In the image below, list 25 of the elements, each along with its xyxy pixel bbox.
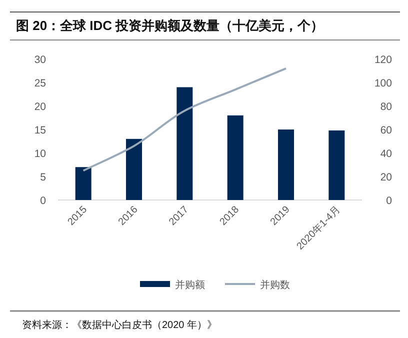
y-tick-label: 5 <box>40 172 46 184</box>
y2-tick-label: 60 <box>380 124 392 136</box>
y-tick-label: 0 <box>40 195 46 207</box>
bar <box>75 167 92 200</box>
bar <box>278 130 294 200</box>
y-tick-label: 15 <box>34 124 46 136</box>
bar <box>328 130 345 200</box>
bar <box>126 138 142 200</box>
bar <box>176 87 193 200</box>
y-tick-label: 25 <box>34 78 46 90</box>
legend-label: 并购数 <box>260 279 290 291</box>
y-tick-label: 10 <box>34 148 46 160</box>
legend-label: 并购额 <box>175 279 205 291</box>
y-tick-label: 20 <box>34 101 46 113</box>
y2-tick-label: 80 <box>380 101 392 113</box>
line-series <box>82 67 287 172</box>
y2-tick-label: 40 <box>380 148 392 160</box>
y2-tick-label: 120 <box>374 54 392 66</box>
bar <box>227 115 244 200</box>
y2-tick-label: 100 <box>374 78 392 90</box>
y-tick-label: 30 <box>34 54 46 66</box>
y2-tick-label: 0 <box>386 195 392 207</box>
chart-title: 图 20：全球 IDC 投资并购额及数量（十亿美元，个） <box>16 18 324 33</box>
y2-tick-label: 20 <box>380 172 392 184</box>
text: 资料来源：《数据中心白皮书（2020 年）》 <box>22 319 218 331</box>
